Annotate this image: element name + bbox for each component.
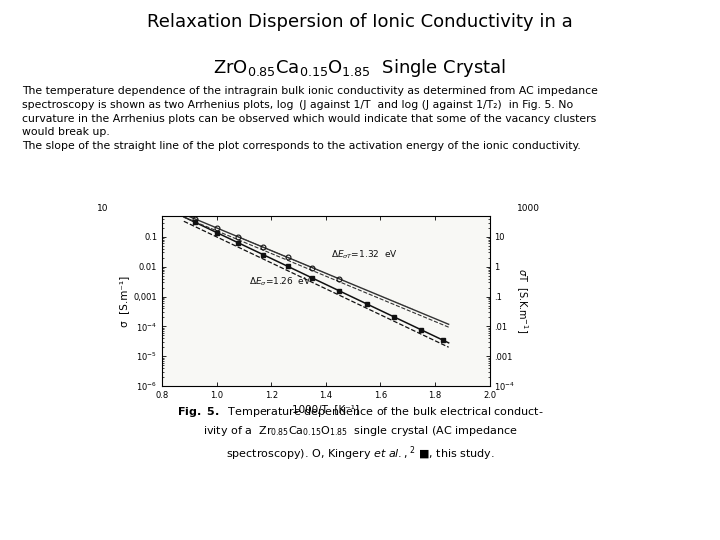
- Text: The temperature dependence of the intragrain bulk ionic conductivity as determin: The temperature dependence of the intrag…: [22, 86, 598, 151]
- Text: $\mathbf{Fig.\ 5.}$  Temperature dependence of the bulk electrical conduct-
ivit: $\mathbf{Fig.\ 5.}$ Temperature dependen…: [176, 405, 544, 463]
- Y-axis label: $\sigma$T  [S.K.m$^{-1}$]: $\sigma$T [S.K.m$^{-1}$]: [514, 268, 529, 334]
- Y-axis label: σ  [S.m⁻¹]: σ [S.m⁻¹]: [120, 275, 130, 327]
- Text: 1000: 1000: [518, 204, 541, 213]
- Text: 10: 10: [97, 204, 109, 213]
- Text: $\Delta E_{\sigma}$=1.26  eV: $\Delta E_{\sigma}$=1.26 eV: [249, 275, 312, 288]
- X-axis label: 1000/T  [K⁻¹]: 1000/T [K⁻¹]: [292, 404, 359, 414]
- Text: ZrO$_{0.85}$Ca$_{0.15}$O$_{1.85}$  Single Crystal: ZrO$_{0.85}$Ca$_{0.15}$O$_{1.85}$ Single…: [213, 57, 507, 79]
- Text: $\Delta E_{\sigma T}$=1.32  eV: $\Delta E_{\sigma T}$=1.32 eV: [331, 249, 398, 261]
- Text: Relaxation Dispersion of Ionic Conductivity in a: Relaxation Dispersion of Ionic Conductiv…: [147, 13, 573, 31]
